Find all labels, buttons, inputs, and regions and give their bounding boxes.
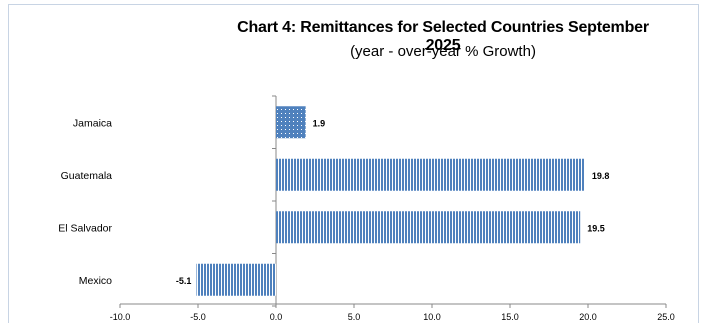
x-tick-label: 0.0 <box>270 312 283 322</box>
chart-bars <box>196 106 585 296</box>
x-tick-label: 5.0 <box>348 312 361 322</box>
chart-subtitle: (year - over-year % Growth) <box>350 43 536 60</box>
data-label: 19.8 <box>592 171 610 181</box>
x-tick-label: -5.0 <box>190 312 206 322</box>
chart-labels: Jamaica 1.9 Guatemala 19.8 El Salvador 19.5 Me… <box>58 117 609 287</box>
category-label: Guatemala <box>61 170 113 182</box>
chart-axes: -10.0 -5.0 0.0 5.0 10.0 15.0 20.0 25.0 <box>110 95 675 322</box>
x-tick-label: 25.0 <box>657 312 675 322</box>
chart-title: Chart 4: Remittances for Selected Countr… <box>237 19 649 54</box>
bar-jamaica <box>276 106 306 139</box>
data-label: 19.5 <box>587 223 605 233</box>
category-label: Mexico <box>79 275 112 287</box>
category-label: El Salvador <box>58 222 112 234</box>
x-tick-label: 20.0 <box>579 312 597 322</box>
x-tick-label: -10.0 <box>110 312 131 322</box>
bar-el-salvador <box>276 211 581 244</box>
chart-frame <box>8 4 699 323</box>
bar-mexico <box>196 263 276 296</box>
x-tick-label: 15.0 <box>501 312 519 322</box>
category-label: Jamaica <box>73 117 112 129</box>
bar-guatemala <box>276 158 585 191</box>
x-tick-label: 10.0 <box>423 312 441 322</box>
data-label: -5.1 <box>176 276 192 286</box>
data-label: 1.9 <box>313 118 326 128</box>
